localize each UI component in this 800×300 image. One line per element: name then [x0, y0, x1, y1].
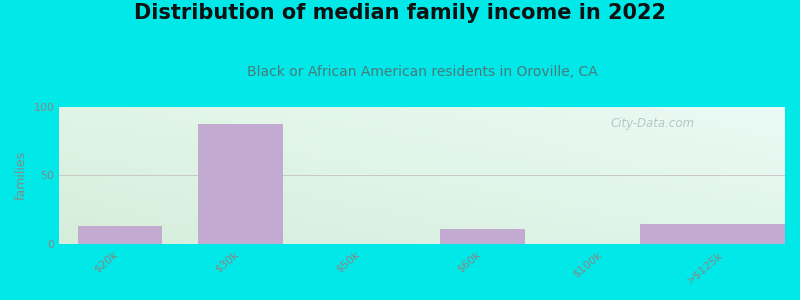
Text: Distribution of median family income in 2022: Distribution of median family income in …: [134, 3, 666, 23]
Bar: [440, 229, 525, 244]
Title: Black or African American residents in Oroville, CA: Black or African American residents in O…: [247, 65, 598, 79]
Text: City-Data.com: City-Data.com: [611, 117, 695, 130]
Bar: [198, 124, 283, 244]
Bar: [78, 226, 162, 244]
Y-axis label: families: families: [15, 151, 28, 200]
Bar: [640, 224, 800, 244]
